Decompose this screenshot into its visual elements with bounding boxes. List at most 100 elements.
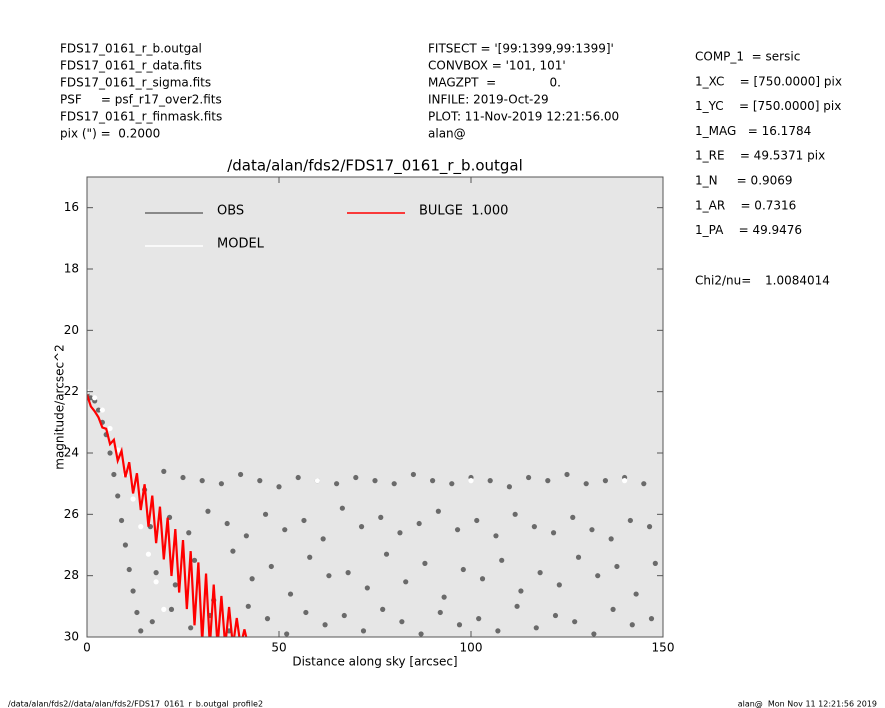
data-point [322, 622, 328, 628]
data-point [257, 478, 263, 484]
legend-label: BULGE 1.000 [419, 204, 508, 219]
data-point [595, 573, 601, 579]
data-point [583, 481, 589, 487]
data-point [610, 606, 616, 613]
data-point [168, 606, 175, 613]
data-point [556, 582, 562, 588]
data-point [518, 588, 524, 594]
legend-label: MODEL [217, 237, 265, 252]
footer-right: alan@ Mon Nov 11 12:21:56 2019 [738, 700, 877, 708]
data-point [224, 520, 230, 527]
data-point [391, 481, 397, 487]
data-point [570, 514, 576, 521]
data-point [205, 508, 211, 514]
data-point [418, 631, 424, 637]
data-point [468, 478, 474, 484]
header-mid-line: FITSECT = '[99:1399,99:1399]' [428, 42, 614, 56]
data-point [134, 609, 140, 616]
data-point [161, 468, 167, 474]
data-point [460, 566, 466, 573]
data-point [493, 533, 499, 539]
data-point [107, 450, 113, 456]
data-point [416, 520, 422, 527]
data-point [550, 530, 557, 536]
data-point [652, 560, 658, 567]
data-point [111, 471, 117, 478]
data-point [602, 478, 609, 484]
plot-data [87, 389, 658, 637]
plot-area [87, 177, 663, 637]
data-point [360, 628, 367, 634]
plot-frame [86, 176, 664, 638]
data-point [186, 530, 192, 536]
header-mid-line: PLOT: 11-Nov-2019 12:21:56.00 [428, 110, 619, 124]
data-point [449, 481, 455, 487]
data-point [95, 407, 102, 413]
data-point [115, 493, 121, 499]
data-point [591, 631, 597, 637]
data-point [107, 425, 113, 432]
data-point [307, 554, 313, 560]
data-point [262, 511, 269, 517]
data-point [358, 524, 365, 530]
data-point [646, 524, 653, 530]
data-point [545, 478, 551, 484]
chi2-value: 1.0084014 [765, 274, 830, 288]
x-tick-label: 0 [83, 641, 91, 655]
x-tick-label: 50 [271, 641, 286, 655]
data-point [372, 478, 378, 484]
bulge-profile [87, 394, 248, 637]
data-point [430, 478, 436, 484]
y-tick-label: 20 [64, 323, 79, 337]
data-point [130, 496, 136, 502]
parameter-line: 1_XC = [750.0000] pix [695, 74, 842, 88]
parameter-line: 1_RE = 49.5371 pix [695, 149, 825, 163]
data-point [301, 517, 307, 524]
header-left-line: FDS17_0161_r_sigma.fits [60, 76, 211, 90]
data-point [126, 566, 132, 573]
data-point [339, 505, 345, 511]
data-point [145, 551, 152, 557]
data-point [245, 603, 251, 609]
y-tick-label: 24 [64, 446, 79, 460]
data-point [648, 616, 655, 622]
data-point [249, 576, 255, 582]
data-point [188, 625, 194, 631]
data-point [627, 517, 633, 524]
data-point [564, 471, 570, 478]
header-mid-line: INFILE: 2019-Oct-29 [428, 93, 549, 107]
parameter-line: COMP_1 = sersic [695, 50, 800, 64]
parameter-line: 1_MAG = 16.1784 [695, 124, 811, 138]
data-point [138, 524, 144, 530]
data-point [378, 514, 384, 521]
data-point [130, 588, 136, 594]
data-point [320, 536, 326, 542]
data-point [161, 606, 167, 613]
data-point [531, 524, 537, 530]
data-point [641, 481, 647, 487]
data-point [172, 582, 178, 588]
data-point [499, 557, 505, 563]
data-point [383, 551, 390, 557]
data-point [341, 612, 347, 619]
data-point [149, 619, 155, 625]
data-point [437, 609, 443, 616]
y-tick-label: 22 [64, 384, 79, 398]
data-point [138, 628, 144, 634]
header-left-line: pix (") = 0.2000 [60, 127, 160, 141]
data-point [276, 484, 282, 490]
data-point [608, 536, 614, 542]
data-point [410, 471, 416, 478]
data-point [345, 570, 351, 576]
header-left-line: FDS17_0161_r_finmask.fits [60, 110, 222, 124]
data-point [526, 474, 532, 481]
data-point [479, 576, 486, 582]
data-point [533, 625, 539, 631]
data-point [295, 474, 301, 481]
data-point [629, 622, 635, 628]
chi2-label: Chi2/nu= [695, 274, 751, 288]
parameter-line: 1_PA = 49.9476 [695, 223, 802, 237]
y-axis-label: magnitude/arcsec^2 [53, 344, 67, 470]
header-mid-line: MAGZPT = 0. [428, 76, 561, 90]
